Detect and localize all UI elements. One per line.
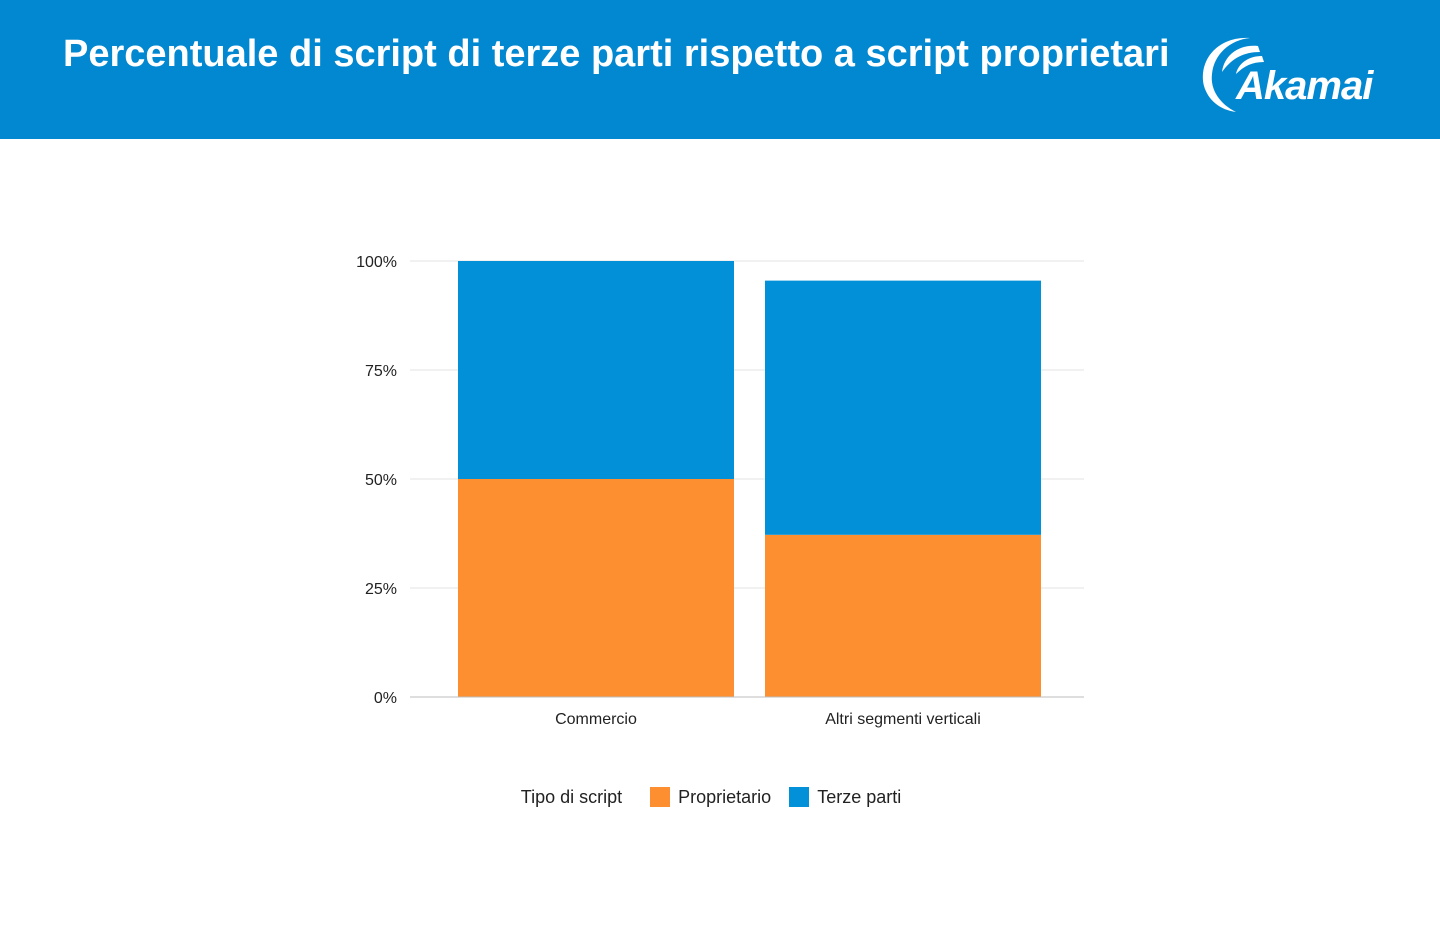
tick-labels: 0% 25% 50% 75% 100% Commercio Altri segmenti v… (356, 254, 981, 728)
akamai-wave-icon (1202, 37, 1264, 113)
legend-label-proprietario: Proprietario (678, 786, 772, 807)
bars (458, 261, 1041, 697)
bar-proprietario-1 (765, 534, 1041, 697)
legend-item-proprietario: Proprietario (650, 787, 771, 808)
bar-terze-parti-0 (458, 261, 734, 479)
legend-label-terze-parti: Terze parti (817, 786, 902, 807)
akamai-logo: Akamai (1198, 32, 1398, 116)
akamai-logo-text: Akamai (1236, 64, 1373, 108)
legend-swatch-terze-parti (789, 787, 810, 807)
y-tick-label: 0% (374, 690, 397, 707)
y-tick-label: 100% (356, 254, 397, 271)
y-tick-label: 75% (365, 363, 397, 380)
legend-title: Tipo di script (520, 786, 623, 807)
legend-swatch-proprietario (650, 787, 671, 807)
page-title: Percentuale di script di terze parti ris… (63, 33, 1170, 75)
y-tick-label: 50% (365, 472, 397, 489)
x-tick-label: Altri segmenti verticali (825, 711, 981, 728)
y-tick-label: 25% (365, 581, 397, 598)
x-tick-label: Commercio (555, 711, 637, 728)
legend-item-terze-parti: Terze parti (789, 787, 901, 808)
bar-proprietario-0 (458, 479, 734, 697)
legend: Tipo di script Proprietario Terze parti (0, 784, 1440, 810)
bar-terze-parti-1 (765, 280, 1041, 535)
header-banner: Percentuale di script di terze parti ris… (0, 0, 1440, 139)
